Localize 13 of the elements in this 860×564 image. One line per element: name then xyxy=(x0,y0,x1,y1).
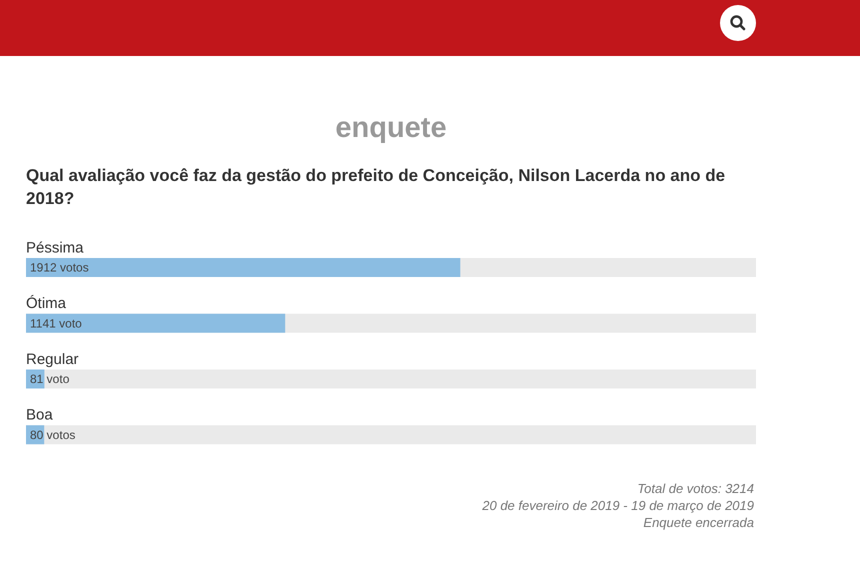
chart-title: enquete xyxy=(334,111,448,146)
y-tick-label: Regular xyxy=(26,350,79,368)
text: Enquete encerrada xyxy=(642,514,754,531)
data-label: 1912 votos xyxy=(30,260,89,275)
data-label: 80 votos xyxy=(30,428,76,442)
text: Total de votos: 3214 xyxy=(636,480,754,497)
data-label: 1141 voto xyxy=(30,316,82,330)
y-tick-label: Ótima xyxy=(26,294,67,312)
data-label: 81 voto xyxy=(30,372,70,386)
y-tick-label: Péssima xyxy=(26,239,84,256)
chart-subtitle: Qual avaliação você faz da gestão do prefeito de Conceição, Nilson Lacerda no ano de 2018? xyxy=(26,165,726,210)
text: 20 de fevereiro de 2019 - 19 de março de 2019 xyxy=(481,497,754,514)
y-tick-label: Boa xyxy=(26,406,54,424)
